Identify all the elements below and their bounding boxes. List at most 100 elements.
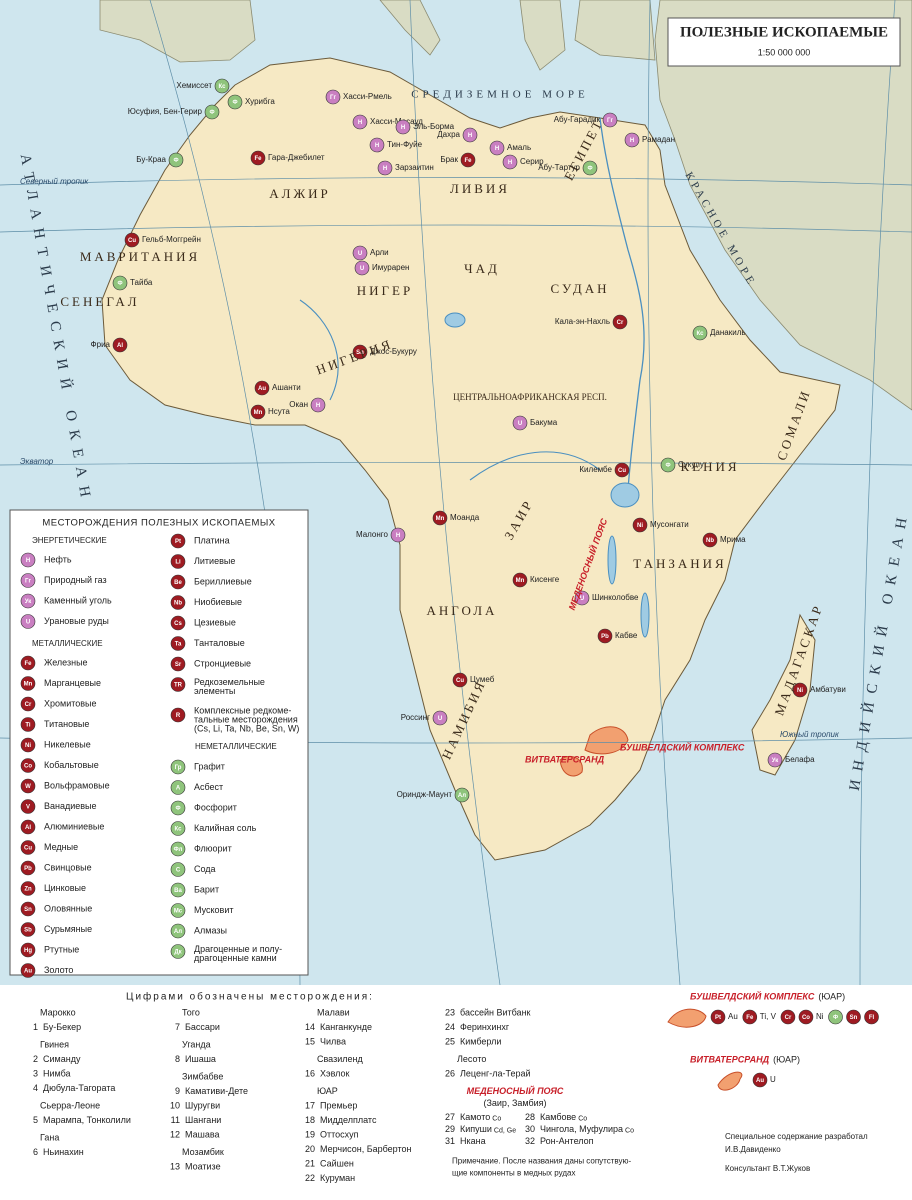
symbol-text: Ал [174,929,182,935]
symbol-text: Pb [601,634,609,640]
symbol-text: Н [401,125,405,131]
deposit-label: Абу-Тартур [538,163,580,172]
entry-number: 26 [445,1068,455,1078]
symbol-text: Fe [464,158,472,164]
symbol-text: TR [174,683,183,689]
symbol-text: Cu [128,238,136,244]
legend-label: (Cs, Li, Ta, Nb, Be, Sn, W) [194,723,299,733]
parallel-label: Северный тропик [20,177,89,186]
deposit-label: Окан [289,400,308,409]
symbol-text: Cs [174,621,182,627]
country-name: Свазиленд [317,1054,363,1064]
deposit-label: Белафа [785,755,815,764]
symbol-circle [170,862,186,877]
legend-label: Драгоценные и полу- [194,944,282,954]
symbol-text: Pt [175,539,181,545]
country-label: АНГОЛА [427,603,498,618]
symbol-text: Al [117,343,123,349]
legend-label: Ниобиевые [194,597,242,607]
entry-number: 7 [175,1022,180,1032]
legend-label: Цинковые [44,883,86,893]
symbol-circle [20,758,36,773]
entry-name: Ишаша [185,1054,216,1064]
symbol-circle [354,260,370,276]
entry-note: Co [492,1115,501,1122]
complex-title: ВИТВАТЕРСРАНД [690,1054,770,1064]
deposit-label: Зарзаитин [395,163,434,172]
deposit-label: Килембе [579,465,612,474]
symbol-text: Nb [174,601,182,607]
symbol-text: Ф [175,806,180,812]
credit: И.В.Давиденко [725,1145,781,1154]
symbol-text: W [25,784,31,790]
symbol-circle [512,572,528,588]
deposit-label: Хурибга [245,97,275,106]
symbol-circle [20,778,36,794]
entry-name: Дюбула-Тагората [43,1083,115,1093]
legend-label: Сода [194,864,216,874]
symbol-circle [432,510,448,526]
symbol-circle [250,150,266,166]
country-name: Гана [40,1132,59,1142]
symbol-circle [112,275,128,291]
arabia [654,0,912,411]
entry-note: Cd, Ge [494,1127,516,1134]
entry-name: Камото [460,1112,490,1122]
symbol-circle [20,614,36,629]
symbol-circle [170,554,186,569]
symbol-text: Mn [436,516,445,522]
country-label: ЦЕНТРАЛЬНОАФРИКАНСКАЯ РЕСП. [453,392,607,402]
entry-number: 13 [170,1161,180,1171]
symbol-circle [20,819,36,835]
entry-number: 16 [305,1068,315,1078]
symbol-circle [170,800,186,816]
index-note: Примечание. После названия даны сопутств… [452,1157,631,1166]
symbol-text: Cu [456,678,464,684]
symbol-text: Sn [24,907,32,913]
entry-number: 24 [445,1022,455,1032]
legend-label: Платина [194,535,230,545]
country-name: Малави [317,1007,350,1017]
deposit-label: Эль-Борма [413,122,455,131]
deposit-label: Данакиль [710,328,746,337]
entry-name: Чилва [320,1036,346,1046]
legend-label: Бериллиевые [194,576,252,586]
complex-region: (ЮАР) [818,991,845,1001]
legend-label: Нефть [44,554,72,564]
deposit-label: Кисенге [530,575,560,584]
entry-number: 25 [445,1036,455,1046]
component-note: Ni [816,1012,824,1021]
legend-label: Никелевые [44,739,91,749]
symbol-text: Mn [516,578,525,584]
entry-name: Марампа, Тонколили [43,1115,131,1125]
legend-label: тальные месторождения [194,714,298,724]
entry-name: Оттосхуп [320,1129,359,1139]
symbol-circle [170,923,186,939]
symbol-circle [597,628,613,644]
symbol-text: Фл [174,847,183,853]
symbol-text: U [360,266,364,272]
component-note: Au [728,1012,738,1021]
entry-name: Премьер [320,1100,357,1110]
symbol-text: Mn [24,682,33,688]
credit: Специальное содержание разработал [725,1132,868,1141]
legend-group-title: МЕТАЛЛИЧЕСКИЕ [32,639,103,648]
entry-number: 30 [525,1124,535,1134]
legend-label: Хромитовые [44,698,97,708]
symbol-circle [846,1009,861,1025]
entry-number: 10 [170,1100,180,1110]
symbol-circle [20,942,36,958]
entry-number: 4 [33,1083,38,1093]
symbol-text: Pt [715,1015,721,1021]
madagascar [751,613,816,776]
symbol-circle [369,137,385,153]
symbol-circle [170,882,186,898]
legend-label: Кобальтовые [44,760,99,770]
symbol-text: Ta [175,642,182,648]
symbol-circle [170,615,186,631]
symbol-circle [20,840,36,855]
belt-title: МЕДЕНОСНЫЙ ПОЯС [467,1085,564,1096]
symbol-text: Mn [254,410,263,416]
country-name: Мозамбик [182,1147,224,1157]
symbol-circle [20,573,36,588]
